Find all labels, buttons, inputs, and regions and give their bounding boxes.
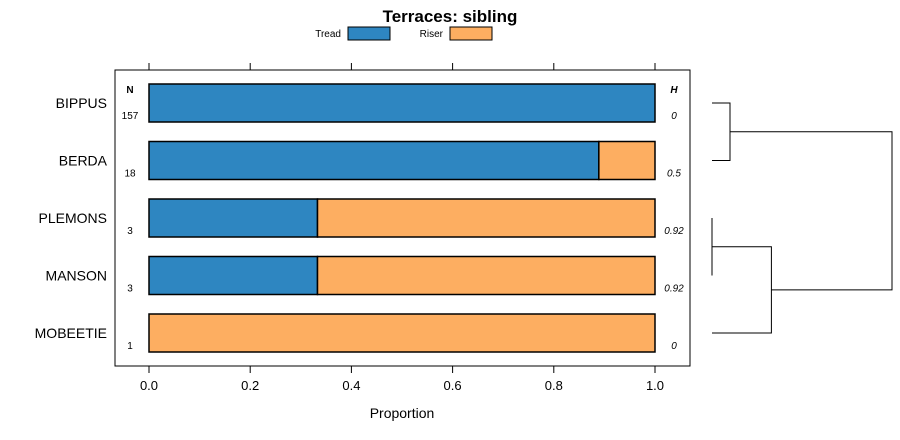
row-berda: BERDA 18 0.5 [59,140,681,181]
legend-label-tread: Tread [315,29,341,40]
bar-segment-riser [316,255,656,296]
dendrogram-link-2 [712,246,772,334]
bar-segment-tread [148,198,319,238]
dendrogram-link-3 [730,131,893,291]
plot-panel [114,69,691,367]
n-value: 3 [127,284,133,295]
legend-label-riser: Riser [420,29,444,40]
bar-segment-tread [148,83,656,123]
bar-rows: BIPPUS 157 0 BERDA 18 0.5 PLEMONS 3 0.92 MANSON 3 0… [35,83,684,353]
bar-segment-riser [316,198,656,238]
dendrogram-link-0 [712,102,731,161]
x-tick-label-0: 0.0 [140,378,158,393]
h-value: 0 [671,111,677,122]
bar-segment-riser [148,313,656,353]
category-label: PLEMONS [39,210,107,226]
bar-segment-riser [598,140,656,181]
category-label: MANSON [46,268,107,284]
n-column-header: N [126,85,133,96]
h-value: 0.92 [664,226,684,237]
row-mobeetie: MOBEETIE 1 0 [35,313,677,353]
dendrogram [711,102,893,334]
bottom-axis: 0.0 0.2 0.4 0.6 0.8 1.0 [140,366,664,393]
h-value: 0.5 [667,169,681,180]
legend-swatch-riser [449,26,493,41]
legend-swatch-tread [347,26,391,41]
top-axis-ticks [148,63,656,70]
h-value: 0 [671,341,677,352]
x-tick-label-3: 0.6 [444,378,462,393]
n-value: 157 [122,111,139,122]
x-tick-label-4: 0.8 [545,378,563,393]
n-value: 18 [124,169,136,180]
category-label: BERDA [59,153,108,169]
bar-segment-tread [148,255,319,296]
x-axis-label: Proportion [370,405,435,421]
category-label: MOBEETIE [35,325,107,341]
h-column-header: H [670,85,678,96]
h-value: 0.92 [664,284,684,295]
category-label: BIPPUS [56,95,107,111]
row-plemons: PLEMONS 3 0.92 [39,198,684,238]
x-tick-label-1: 0.2 [241,378,259,393]
legend: Tread Riser [315,26,493,41]
x-tick-label-2: 0.4 [342,378,360,393]
row-bippus: BIPPUS 157 0 [56,83,677,123]
chart-title: Terraces: sibling [383,7,518,26]
row-manson: MANSON 3 0.92 [46,255,684,296]
bar-segment-tread [148,140,600,181]
x-tick-label-5: 1.0 [646,378,664,393]
n-value: 3 [127,226,133,237]
n-value: 1 [127,341,133,352]
